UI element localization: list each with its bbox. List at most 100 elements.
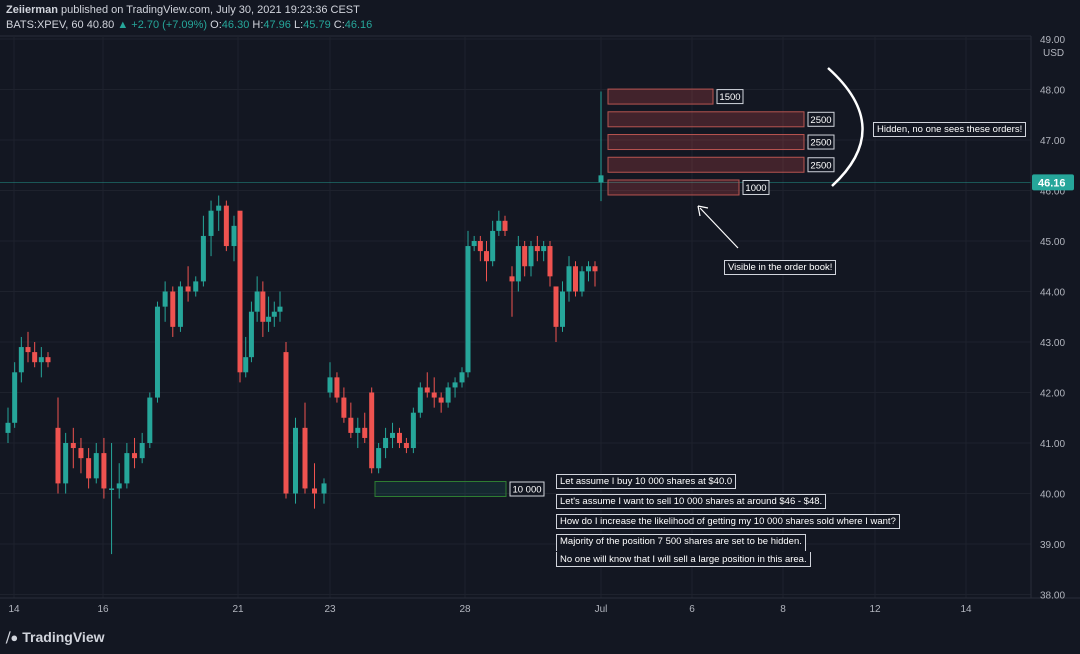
candle-body	[101, 453, 107, 489]
candle-body	[376, 448, 382, 469]
price-tick-label: 39.00	[1040, 540, 1065, 551]
candle-body	[200, 235, 206, 282]
current-price-label: 46.16	[1038, 177, 1066, 189]
tradingview-logo[interactable]: ⧸● TradingView	[6, 629, 105, 646]
candle-body	[302, 427, 308, 489]
order-box	[607, 111, 805, 128]
order-qty-frame	[807, 157, 835, 173]
candle-body	[277, 306, 283, 312]
candle-body	[541, 246, 547, 252]
order-box	[607, 134, 805, 151]
time-tick-label: 14	[960, 604, 972, 615]
time-tick-label: 14	[8, 604, 20, 615]
candle-body	[327, 377, 333, 393]
high-value: 47.96	[263, 19, 291, 31]
open-value: 46.30	[221, 19, 250, 31]
order-qty-frame	[742, 179, 770, 195]
order-box	[607, 88, 714, 105]
currency-label: USD	[1043, 48, 1064, 59]
candle-body	[369, 392, 375, 469]
price-tick-label: 43.00	[1040, 338, 1065, 349]
candle-body	[471, 241, 477, 247]
time-tick-label: 8	[780, 604, 786, 615]
candle-body	[266, 316, 272, 322]
candle-body	[132, 453, 138, 459]
ohlc-legend: BATS:XPEV, 60 40.80 ▲ +2.70 (+7.09%) O:4…	[6, 19, 372, 31]
candle-body	[231, 225, 237, 247]
price-tick-label: 45.00	[1040, 237, 1065, 248]
candle-body	[223, 205, 229, 247]
candles	[5, 91, 604, 555]
buy-zone-box	[374, 481, 507, 497]
order-qty-frame	[807, 111, 835, 127]
candle-body	[5, 422, 11, 433]
order-qty-label: 2500	[810, 160, 831, 171]
candle-body	[32, 352, 38, 363]
candle-body	[592, 266, 598, 272]
change-up-icon: ▲	[117, 19, 129, 31]
open-label: O:	[210, 19, 222, 31]
order-boxes: 1500 2500 2500 2500 1000 10 000	[374, 88, 835, 497]
candle-body	[271, 311, 277, 317]
candle-body	[355, 427, 361, 433]
candle-body	[390, 432, 396, 438]
time-tick-label: 12	[869, 604, 881, 615]
candle-body	[162, 291, 168, 307]
candle-body	[124, 453, 130, 484]
price-tick-label: 44.00	[1040, 288, 1065, 299]
candle-body	[509, 276, 515, 282]
candle-body	[477, 241, 483, 252]
candle-body	[445, 387, 451, 403]
low-value: 45.79	[303, 19, 331, 31]
candle-body	[586, 266, 591, 272]
time-tick-label: Jul	[595, 604, 608, 615]
candle-body	[12, 372, 18, 423]
candle-body	[45, 357, 51, 363]
price-change: +2.70 (+7.09%)	[131, 19, 208, 31]
close-value: 46.16	[344, 19, 373, 31]
note-question: How do I increase the likelihood of gett…	[556, 514, 900, 529]
candle-body	[502, 220, 508, 231]
candle-body	[243, 357, 249, 373]
order-qty-frame	[716, 89, 744, 105]
candle-body	[170, 291, 176, 327]
candle-body	[177, 286, 183, 327]
candle-body	[484, 251, 489, 262]
candle-body	[424, 387, 430, 393]
tradingview-logo-icon: ⧸●	[6, 630, 19, 645]
candle-body	[452, 382, 458, 388]
candle-body	[237, 210, 243, 373]
candle-body	[93, 453, 99, 479]
logo-text: TradingView	[22, 629, 105, 645]
price-tick-label: 49.00	[1040, 35, 1065, 46]
arrow-head-icon	[697, 205, 709, 217]
order-qty-frame	[807, 134, 835, 150]
candle-body	[566, 266, 572, 292]
last-price: 40.80	[86, 19, 115, 31]
publisher-name[interactable]: Zeiierman	[6, 4, 58, 16]
buy-qty-label: 10 000	[512, 485, 541, 496]
published-text: published on TradingView.com, July 30, 2…	[61, 4, 360, 16]
candle-body	[216, 205, 222, 211]
candle-body	[139, 443, 145, 459]
candle-body	[496, 220, 502, 231]
hidden-orders-note: Hidden, no one sees these orders!	[873, 122, 1027, 137]
order-qty-label: 1000	[745, 183, 766, 194]
low-label: L:	[293, 19, 304, 31]
candle-body	[560, 291, 565, 327]
candle-body	[208, 210, 214, 236]
candle-body	[515, 246, 521, 282]
candle-body	[383, 437, 389, 449]
candle-body	[321, 483, 327, 494]
symbol-label[interactable]: BATS:XPEV, 60	[6, 19, 84, 31]
order-qty-label: 2500	[810, 138, 831, 149]
candle-body	[312, 488, 317, 494]
price-time-axes: 49.00 48.00 47.00 46.00 45.00 44.00 43.00 42.00…	[0, 35, 1080, 615]
note-buy: Let assume I buy 10 000 shares at $40.0	[556, 474, 737, 489]
time-tick-label: 6	[689, 604, 695, 615]
order-box	[607, 156, 805, 173]
candle-body	[86, 458, 92, 479]
candle-body	[528, 246, 534, 267]
